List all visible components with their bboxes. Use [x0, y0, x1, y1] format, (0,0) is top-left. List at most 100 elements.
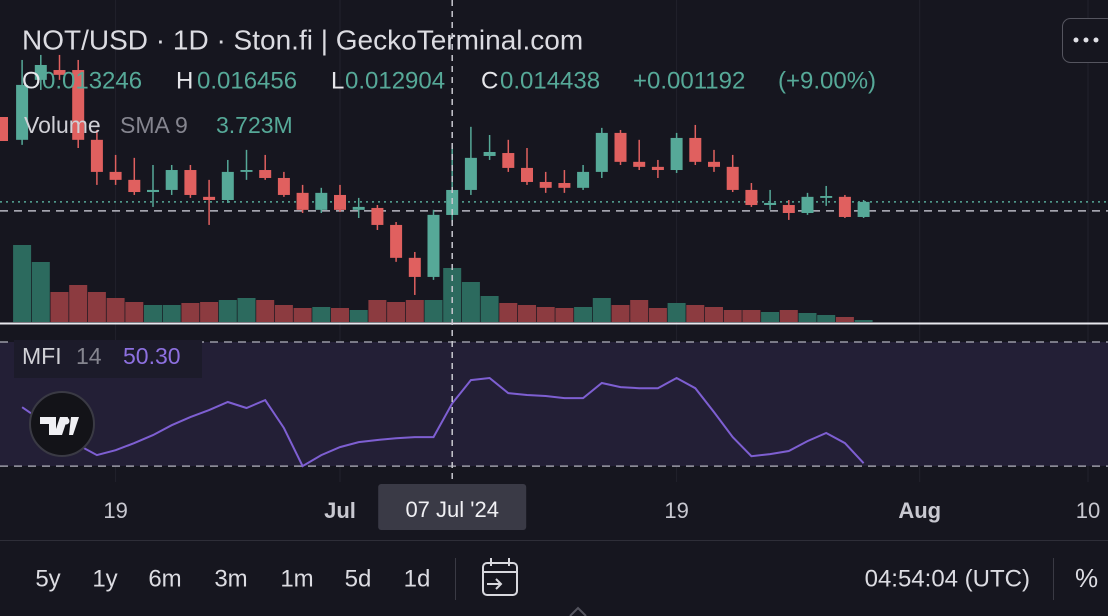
menu-dot [1073, 37, 1079, 43]
ohlc-legend: O 0.013246 H 0.016456 L 0.012904 C 0.014438 +0.0… [22, 67, 876, 94]
change: +0.001192 [633, 67, 745, 94]
volume-bar [555, 308, 574, 322]
candle-body [109, 171, 122, 180]
candle-body [614, 132, 627, 162]
volume-bar [574, 307, 593, 322]
calendar-icon[interactable] [482, 562, 518, 596]
volume-bar [13, 245, 32, 322]
volume-bar [630, 300, 649, 322]
clock[interactable]: 04:54:04 (UTC) [865, 565, 1030, 592]
volume-bar [218, 300, 237, 322]
chart-title: NOT/USD · 1D · Ston.fi | GeckoTerminal.c… [22, 24, 583, 55]
candle-body [334, 194, 346, 210]
candle-body [147, 189, 159, 193]
candle-body [352, 206, 365, 210]
candle-body [128, 179, 141, 193]
menu-dot [1083, 37, 1089, 43]
volume-bar [779, 310, 798, 322]
expand-arrow[interactable] [569, 606, 587, 616]
volume-bar [723, 310, 742, 322]
volume-bar [518, 305, 536, 322]
range-button[interactable]: 6m [148, 565, 181, 592]
candle-body [427, 214, 440, 277]
volume-bar [368, 300, 387, 322]
volume-bar [592, 298, 611, 322]
percent-toggle[interactable]: % [1075, 563, 1098, 593]
candle-body [857, 201, 870, 217]
candle-body [90, 139, 103, 172]
volume-bar [424, 300, 443, 322]
range-button[interactable]: 1d [404, 565, 431, 592]
candle-body [16, 84, 29, 140]
candle-body [184, 170, 197, 195]
volume-bar [200, 302, 219, 322]
x-tick-label: 19 [103, 498, 127, 523]
x-tick-label: 19 [664, 498, 688, 523]
candle-body [577, 171, 590, 188]
toolbar: 5y 1y 6m 3m 1m 5d 1d [35, 565, 430, 592]
volume-bar [798, 313, 817, 322]
volume-sma-value: 3.723M [216, 112, 293, 138]
volume-layer [13, 245, 873, 322]
candle-body [801, 196, 814, 213]
candle-body [371, 207, 384, 225]
volume-bar [611, 305, 630, 322]
range-button[interactable]: 5y [35, 565, 60, 592]
candle-body [259, 170, 272, 178]
volume-bar [761, 312, 780, 322]
volume-bar [536, 307, 555, 322]
volume-bar [854, 320, 873, 322]
volume-bar [162, 305, 181, 322]
candle-body [726, 166, 739, 190]
volume-bar [817, 315, 836, 322]
candle-body [782, 205, 795, 213]
candle-body [34, 64, 47, 80]
candle-body [203, 196, 216, 200]
candle-body [708, 161, 720, 167]
candle-body [53, 70, 66, 75]
volume-bar [387, 302, 406, 322]
volume-bar [461, 282, 480, 322]
volume-bar [349, 310, 368, 322]
volume-bar [237, 298, 256, 322]
candle-body [277, 177, 290, 195]
candle-body [764, 202, 777, 206]
candle-body [539, 181, 552, 188]
candle-layer [0, 54, 1108, 295]
volume-bar [181, 303, 200, 322]
range-button[interactable]: 5d [345, 565, 372, 592]
x-tick-label: 10 [1076, 498, 1100, 523]
volume-bar [443, 268, 462, 322]
candle-body [820, 196, 833, 198]
crosshair-label-box [378, 484, 527, 530]
range-button[interactable]: 1m [280, 565, 313, 592]
volume-bar [331, 308, 349, 322]
change-pct: (+9.00%) [778, 67, 876, 94]
range-button[interactable]: 3m [214, 565, 247, 592]
candle-body [390, 224, 403, 258]
mfi-label: MFI [22, 343, 62, 369]
menu-button[interactable] [1062, 18, 1108, 63]
candle-body [240, 170, 253, 172]
volume-bar [31, 262, 50, 322]
candle-body [689, 137, 702, 162]
candle-body [651, 166, 664, 171]
volume-bar [106, 298, 125, 322]
ohlc-value: 0.016456 [197, 67, 297, 94]
mfi-line [21, 376, 865, 468]
logo-glyph [40, 417, 79, 435]
candle-body [483, 151, 496, 156]
volume-bar [705, 307, 723, 322]
volume-bar [405, 300, 424, 322]
volume-bar [87, 292, 106, 322]
volume-bar [50, 292, 69, 322]
logo[interactable] [29, 391, 95, 457]
calendar-button[interactable] [482, 558, 518, 596]
volume-bar [125, 302, 144, 322]
logo-dot [62, 417, 70, 425]
ohlc-value: 0.014438 [500, 67, 600, 94]
candle-body [165, 170, 178, 190]
mfi-value: 50.30 [123, 343, 181, 369]
range-button[interactable]: 1y [92, 565, 117, 592]
